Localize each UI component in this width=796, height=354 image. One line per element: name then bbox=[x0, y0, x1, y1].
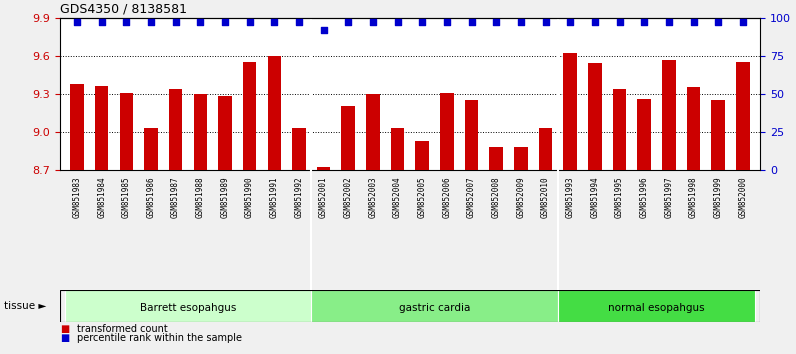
Text: GSM851989: GSM851989 bbox=[220, 176, 229, 218]
Point bbox=[219, 19, 232, 25]
Bar bbox=[317, 167, 330, 170]
Text: GSM851997: GSM851997 bbox=[665, 176, 673, 218]
Point bbox=[342, 19, 355, 25]
Text: GSM851984: GSM851984 bbox=[97, 176, 106, 218]
Bar bbox=[416, 141, 429, 170]
Point bbox=[712, 19, 724, 25]
Text: GSM852008: GSM852008 bbox=[492, 176, 501, 218]
Bar bbox=[687, 87, 700, 170]
Bar bbox=[638, 99, 651, 170]
Bar bbox=[341, 107, 355, 170]
Point bbox=[416, 19, 428, 25]
Text: GSM852000: GSM852000 bbox=[739, 176, 747, 218]
Point bbox=[736, 19, 749, 25]
Text: tissue ►: tissue ► bbox=[4, 301, 46, 311]
Point bbox=[194, 19, 207, 25]
Text: GSM852006: GSM852006 bbox=[443, 176, 451, 218]
Bar bbox=[465, 100, 478, 170]
Bar bbox=[490, 147, 503, 170]
Text: GSM851991: GSM851991 bbox=[270, 176, 279, 218]
Bar bbox=[243, 62, 256, 170]
Text: GSM851986: GSM851986 bbox=[146, 176, 155, 218]
Text: GSM852010: GSM852010 bbox=[541, 176, 550, 218]
Point bbox=[96, 19, 108, 25]
Point bbox=[318, 27, 330, 33]
Bar bbox=[613, 89, 626, 170]
Bar bbox=[588, 63, 602, 170]
Bar bbox=[119, 92, 133, 170]
Text: GSM852009: GSM852009 bbox=[517, 176, 525, 218]
Point bbox=[120, 19, 133, 25]
Bar bbox=[564, 53, 577, 170]
Bar bbox=[558, 290, 755, 322]
Point bbox=[145, 19, 158, 25]
Point bbox=[588, 19, 601, 25]
Bar bbox=[662, 59, 676, 170]
Text: GSM852003: GSM852003 bbox=[369, 176, 377, 218]
Point bbox=[71, 19, 84, 25]
Text: ■: ■ bbox=[60, 324, 69, 334]
Text: GSM851996: GSM851996 bbox=[640, 176, 649, 218]
Bar bbox=[193, 94, 207, 170]
Point bbox=[490, 19, 502, 25]
Point bbox=[293, 19, 306, 25]
Text: percentile rank within the sample: percentile rank within the sample bbox=[77, 333, 242, 343]
Point bbox=[687, 19, 700, 25]
Text: GSM852004: GSM852004 bbox=[393, 176, 402, 218]
Text: GSM852001: GSM852001 bbox=[319, 176, 328, 218]
Text: GSM851995: GSM851995 bbox=[615, 176, 624, 218]
Text: gastric cardia: gastric cardia bbox=[399, 303, 470, 313]
Text: GSM851994: GSM851994 bbox=[591, 176, 599, 218]
Point bbox=[392, 19, 404, 25]
Bar bbox=[736, 62, 750, 170]
Bar bbox=[267, 56, 281, 170]
Bar bbox=[366, 94, 380, 170]
Bar bbox=[70, 84, 84, 170]
Text: ■: ■ bbox=[60, 333, 69, 343]
Text: GSM851988: GSM851988 bbox=[196, 176, 205, 218]
Point bbox=[244, 19, 256, 25]
Text: GSM851999: GSM851999 bbox=[714, 176, 723, 218]
Text: GSM852002: GSM852002 bbox=[344, 176, 353, 218]
Point bbox=[514, 19, 527, 25]
Bar bbox=[391, 128, 404, 170]
Text: normal esopahgus: normal esopahgus bbox=[608, 303, 705, 313]
Point bbox=[613, 19, 626, 25]
Bar bbox=[539, 128, 552, 170]
Bar bbox=[292, 128, 306, 170]
Text: GSM851993: GSM851993 bbox=[566, 176, 575, 218]
Text: GSM851992: GSM851992 bbox=[295, 176, 303, 218]
Point bbox=[268, 19, 281, 25]
Point bbox=[638, 19, 650, 25]
Text: GSM851987: GSM851987 bbox=[171, 176, 180, 218]
Bar bbox=[64, 290, 311, 322]
Text: GSM851985: GSM851985 bbox=[122, 176, 131, 218]
Text: GDS4350 / 8138581: GDS4350 / 8138581 bbox=[60, 2, 187, 15]
Text: GSM851990: GSM851990 bbox=[245, 176, 254, 218]
Text: GSM851998: GSM851998 bbox=[689, 176, 698, 218]
Bar bbox=[514, 147, 528, 170]
Text: GSM851983: GSM851983 bbox=[72, 176, 81, 218]
Text: GSM852005: GSM852005 bbox=[418, 176, 427, 218]
Point bbox=[440, 19, 453, 25]
Bar bbox=[169, 89, 182, 170]
Point bbox=[564, 19, 576, 25]
Bar bbox=[311, 290, 558, 322]
Point bbox=[662, 19, 675, 25]
Bar bbox=[440, 92, 454, 170]
Point bbox=[465, 19, 478, 25]
Text: GSM852007: GSM852007 bbox=[467, 176, 476, 218]
Point bbox=[539, 19, 552, 25]
Text: Barrett esopahgus: Barrett esopahgus bbox=[140, 303, 236, 313]
Bar bbox=[144, 128, 158, 170]
Bar bbox=[218, 96, 232, 170]
Text: transformed count: transformed count bbox=[77, 324, 168, 334]
Bar bbox=[712, 100, 725, 170]
Point bbox=[170, 19, 182, 25]
Point bbox=[367, 19, 380, 25]
Bar bbox=[95, 86, 108, 170]
